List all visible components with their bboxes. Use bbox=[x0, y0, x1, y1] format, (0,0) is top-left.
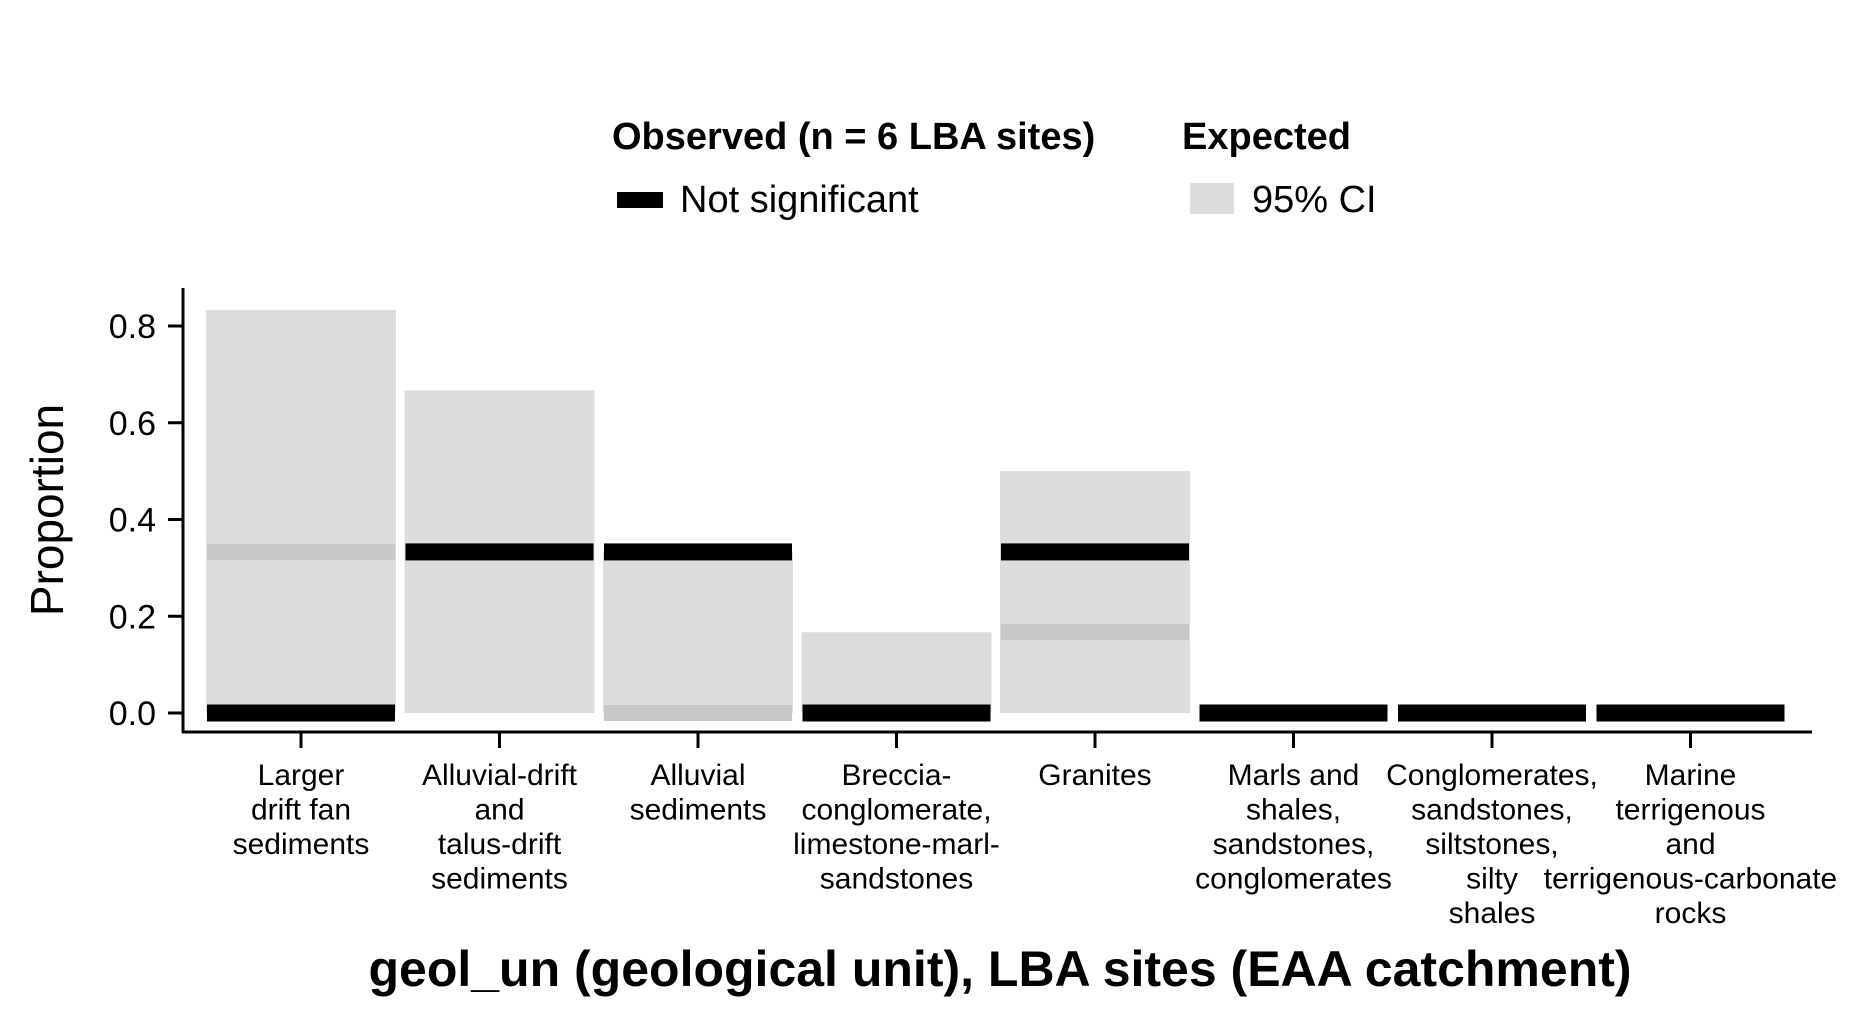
x-tick-label-line: rocks bbox=[1655, 897, 1727, 930]
x-tick-label-line: Larger bbox=[258, 759, 345, 792]
x-tick-label-line: Marine bbox=[1645, 759, 1737, 792]
x-tick-label-line: sandstones bbox=[820, 863, 973, 896]
legend-expected-title: Expected bbox=[1182, 116, 1351, 158]
x-tick-label-line: terrigenous-carbonate bbox=[1544, 863, 1838, 896]
x-axis-title: geol_un (geological unit), LBA sites (EA… bbox=[368, 941, 1631, 997]
x-tick-label-line: shales bbox=[1449, 897, 1536, 930]
y-ticks: 0.0 0.2 0.4 0.6 0.8 bbox=[109, 308, 183, 733]
x-tick-label-line: silty bbox=[1466, 863, 1518, 896]
x-tick-label-line: limestone-marl- bbox=[793, 828, 1000, 861]
expected-mark bbox=[604, 705, 792, 721]
x-tick-label: Alluvial-drift and talus-drift sediments bbox=[422, 759, 578, 896]
x-tick-label-line: siltstones, bbox=[1425, 828, 1558, 861]
legend: Observed (n = 6 LBA sites) Not significa… bbox=[612, 116, 1377, 221]
x-tick-label-line: sediments bbox=[431, 863, 568, 896]
expected-mark bbox=[207, 543, 395, 560]
observed-mark bbox=[1199, 704, 1388, 722]
observed-mark bbox=[1596, 704, 1785, 722]
x-tick-label-line: Alluvial bbox=[650, 759, 745, 792]
x-tick-label: Marls and shales, sandstones, conglomerates bbox=[1195, 759, 1392, 896]
legend-observed-title: Observed (n = 6 LBA sites) bbox=[612, 116, 1095, 158]
x-tick-label-line: sandstones, bbox=[1411, 794, 1573, 827]
y-tick-label: 0.0 bbox=[109, 695, 156, 733]
x-tick-label-line: Granites bbox=[1038, 759, 1151, 792]
x-tick-label: Larger drift fan sediments bbox=[233, 759, 370, 861]
x-tick-label-line: Breccia- bbox=[841, 759, 951, 792]
x-tick-label: Conglomerates, sandstones, siltstones, silt… bbox=[1386, 759, 1598, 930]
legend-observed-label: Not significant bbox=[680, 179, 919, 221]
observed-layer bbox=[207, 543, 1785, 722]
x-tick-label-line: conglomerate, bbox=[801, 794, 991, 827]
expected-layer bbox=[207, 543, 1189, 721]
x-tick-label-line: talus-drift bbox=[438, 828, 562, 861]
y-tick-label: 0.8 bbox=[109, 308, 156, 346]
x-tick-label-line: terrigenous bbox=[1615, 794, 1765, 827]
observed-mark bbox=[207, 704, 395, 722]
x-tick-label-line: Marls and bbox=[1228, 759, 1360, 792]
ci-bar bbox=[801, 632, 992, 713]
x-tick-label-line: conglomerates bbox=[1195, 863, 1392, 896]
observed-mark bbox=[1001, 543, 1189, 561]
ci-bar bbox=[603, 551, 793, 713]
x-tick-label-line: shales, bbox=[1246, 794, 1341, 827]
x-tick-label-line: drift fan bbox=[251, 794, 351, 827]
x-tick-label-line: sediments bbox=[630, 794, 767, 827]
x-tick-label-line: and bbox=[1665, 828, 1715, 861]
y-tick-label: 0.2 bbox=[109, 598, 156, 636]
x-tick-label: Breccia-conglomerate, limestone-marl-sand… bbox=[793, 759, 1000, 896]
y-tick-label: 0.4 bbox=[109, 502, 156, 540]
observed-mark bbox=[604, 543, 792, 561]
x-tick-label-line: Alluvial-drift bbox=[422, 759, 578, 792]
ci-bar bbox=[1000, 471, 1190, 713]
legend-ci-swatch bbox=[1190, 183, 1234, 214]
x-tick-label-line: Conglomerates, bbox=[1386, 759, 1598, 792]
observed-mark bbox=[1398, 704, 1586, 722]
x-tick-label: Alluvial sediments bbox=[630, 759, 767, 827]
observed-mark bbox=[405, 543, 594, 561]
x-tick-label-line: and bbox=[474, 794, 524, 827]
x-tick-label-line: sediments bbox=[233, 828, 370, 861]
x-tick-label: Marine terrigenous and terrigenous-carbonat… bbox=[1544, 759, 1838, 930]
ci-bar bbox=[206, 310, 396, 713]
observed-mark bbox=[802, 704, 991, 722]
x-tick-label: Granites bbox=[1038, 759, 1151, 792]
expected-mark bbox=[1001, 624, 1189, 641]
axes bbox=[181, 288, 1812, 734]
legend-ci-label: 95% CI bbox=[1252, 179, 1377, 221]
y-tick-label: 0.6 bbox=[109, 405, 156, 443]
ci-layer bbox=[206, 310, 1190, 713]
legend-observed-swatch bbox=[617, 192, 663, 208]
y-axis-title: Proportion bbox=[21, 404, 73, 616]
x-tick-label-line: sandstones, bbox=[1213, 828, 1375, 861]
